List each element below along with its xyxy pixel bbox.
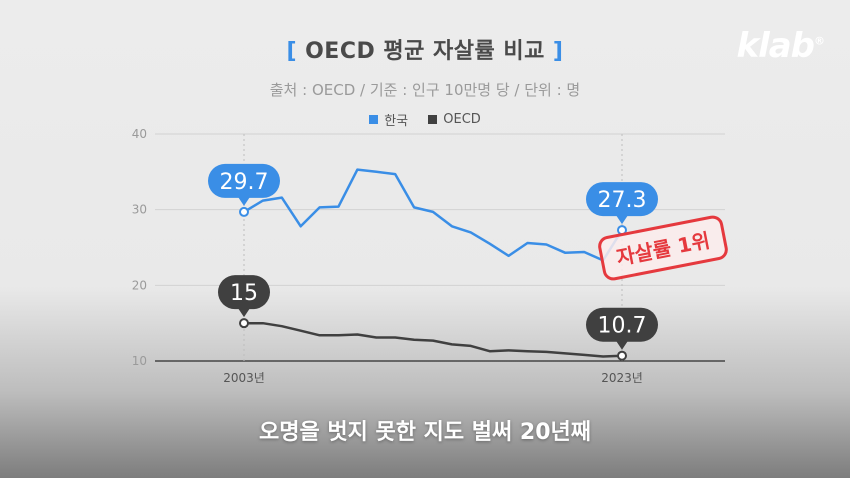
klab-logo: klab® xyxy=(736,26,825,66)
callout-pointer-oecd-2023 xyxy=(616,340,628,350)
korea-series-line xyxy=(242,168,624,262)
y-tick-label-10: 10 xyxy=(132,354,147,368)
title-text: OECD 평균 자살률 비교 xyxy=(305,39,545,64)
callout-bubble-korea-2023 xyxy=(586,182,658,217)
logo-mark: ® xyxy=(814,34,825,48)
logo-text: klab xyxy=(736,26,815,66)
callout-label-oecd-2023: 10.7 xyxy=(598,314,647,339)
callout-bubble-oecd-2023 xyxy=(586,307,658,342)
legend-item-oecd: OECD xyxy=(428,112,481,127)
legend-item-korea: 한국 xyxy=(369,110,408,129)
legend-swatch-oecd xyxy=(428,115,438,124)
title-bracket-close: ] xyxy=(552,39,564,64)
callout-label-korea-2003: 29.7 xyxy=(220,170,269,195)
point-marker-korea-2003 xyxy=(239,206,249,217)
legend-label-oecd: OECD xyxy=(443,112,481,127)
legend-label-korea: 한국 xyxy=(384,114,409,129)
point-marker-oecd-2023 xyxy=(617,350,627,361)
legend-swatch-korea xyxy=(369,115,379,124)
callout-bubble-korea-2003 xyxy=(208,163,280,198)
callout-pointer-korea-2003 xyxy=(238,196,250,206)
callout-pointer-korea-2023 xyxy=(616,215,628,225)
y-tick-label-30: 30 xyxy=(132,203,147,217)
stamp-annotation: 자살률 1위 xyxy=(598,215,728,281)
oecd-series-line xyxy=(242,321,624,358)
chart-source: 출처 : OECD / 기준 : 인구 10만명 당 / 단위 : 명 xyxy=(269,81,581,99)
x-tick-label-2023: 2023년 xyxy=(601,371,643,385)
stamp-border xyxy=(598,215,728,281)
subtitle-caption: 오명을 벗지 못한 지도 벌써 20년째 xyxy=(258,420,592,445)
callout-label-korea-2023: 27.3 xyxy=(598,188,647,213)
callout-label-oecd-2003: 15 xyxy=(230,281,258,306)
callout-bubble-oecd-2003 xyxy=(218,275,270,310)
title-bracket-open: [ xyxy=(286,39,298,64)
callout-pointer-oecd-2003 xyxy=(238,308,250,318)
x-tick-label-2003: 2003년 xyxy=(223,371,265,385)
legend: 한국 OECD xyxy=(0,110,850,129)
y-tick-label-40: 40 xyxy=(132,127,147,141)
y-tick-label-20: 20 xyxy=(132,278,147,292)
chart-title: [ OECD 평균 자살률 비교] xyxy=(0,33,850,65)
point-marker-oecd-2003 xyxy=(239,318,249,329)
